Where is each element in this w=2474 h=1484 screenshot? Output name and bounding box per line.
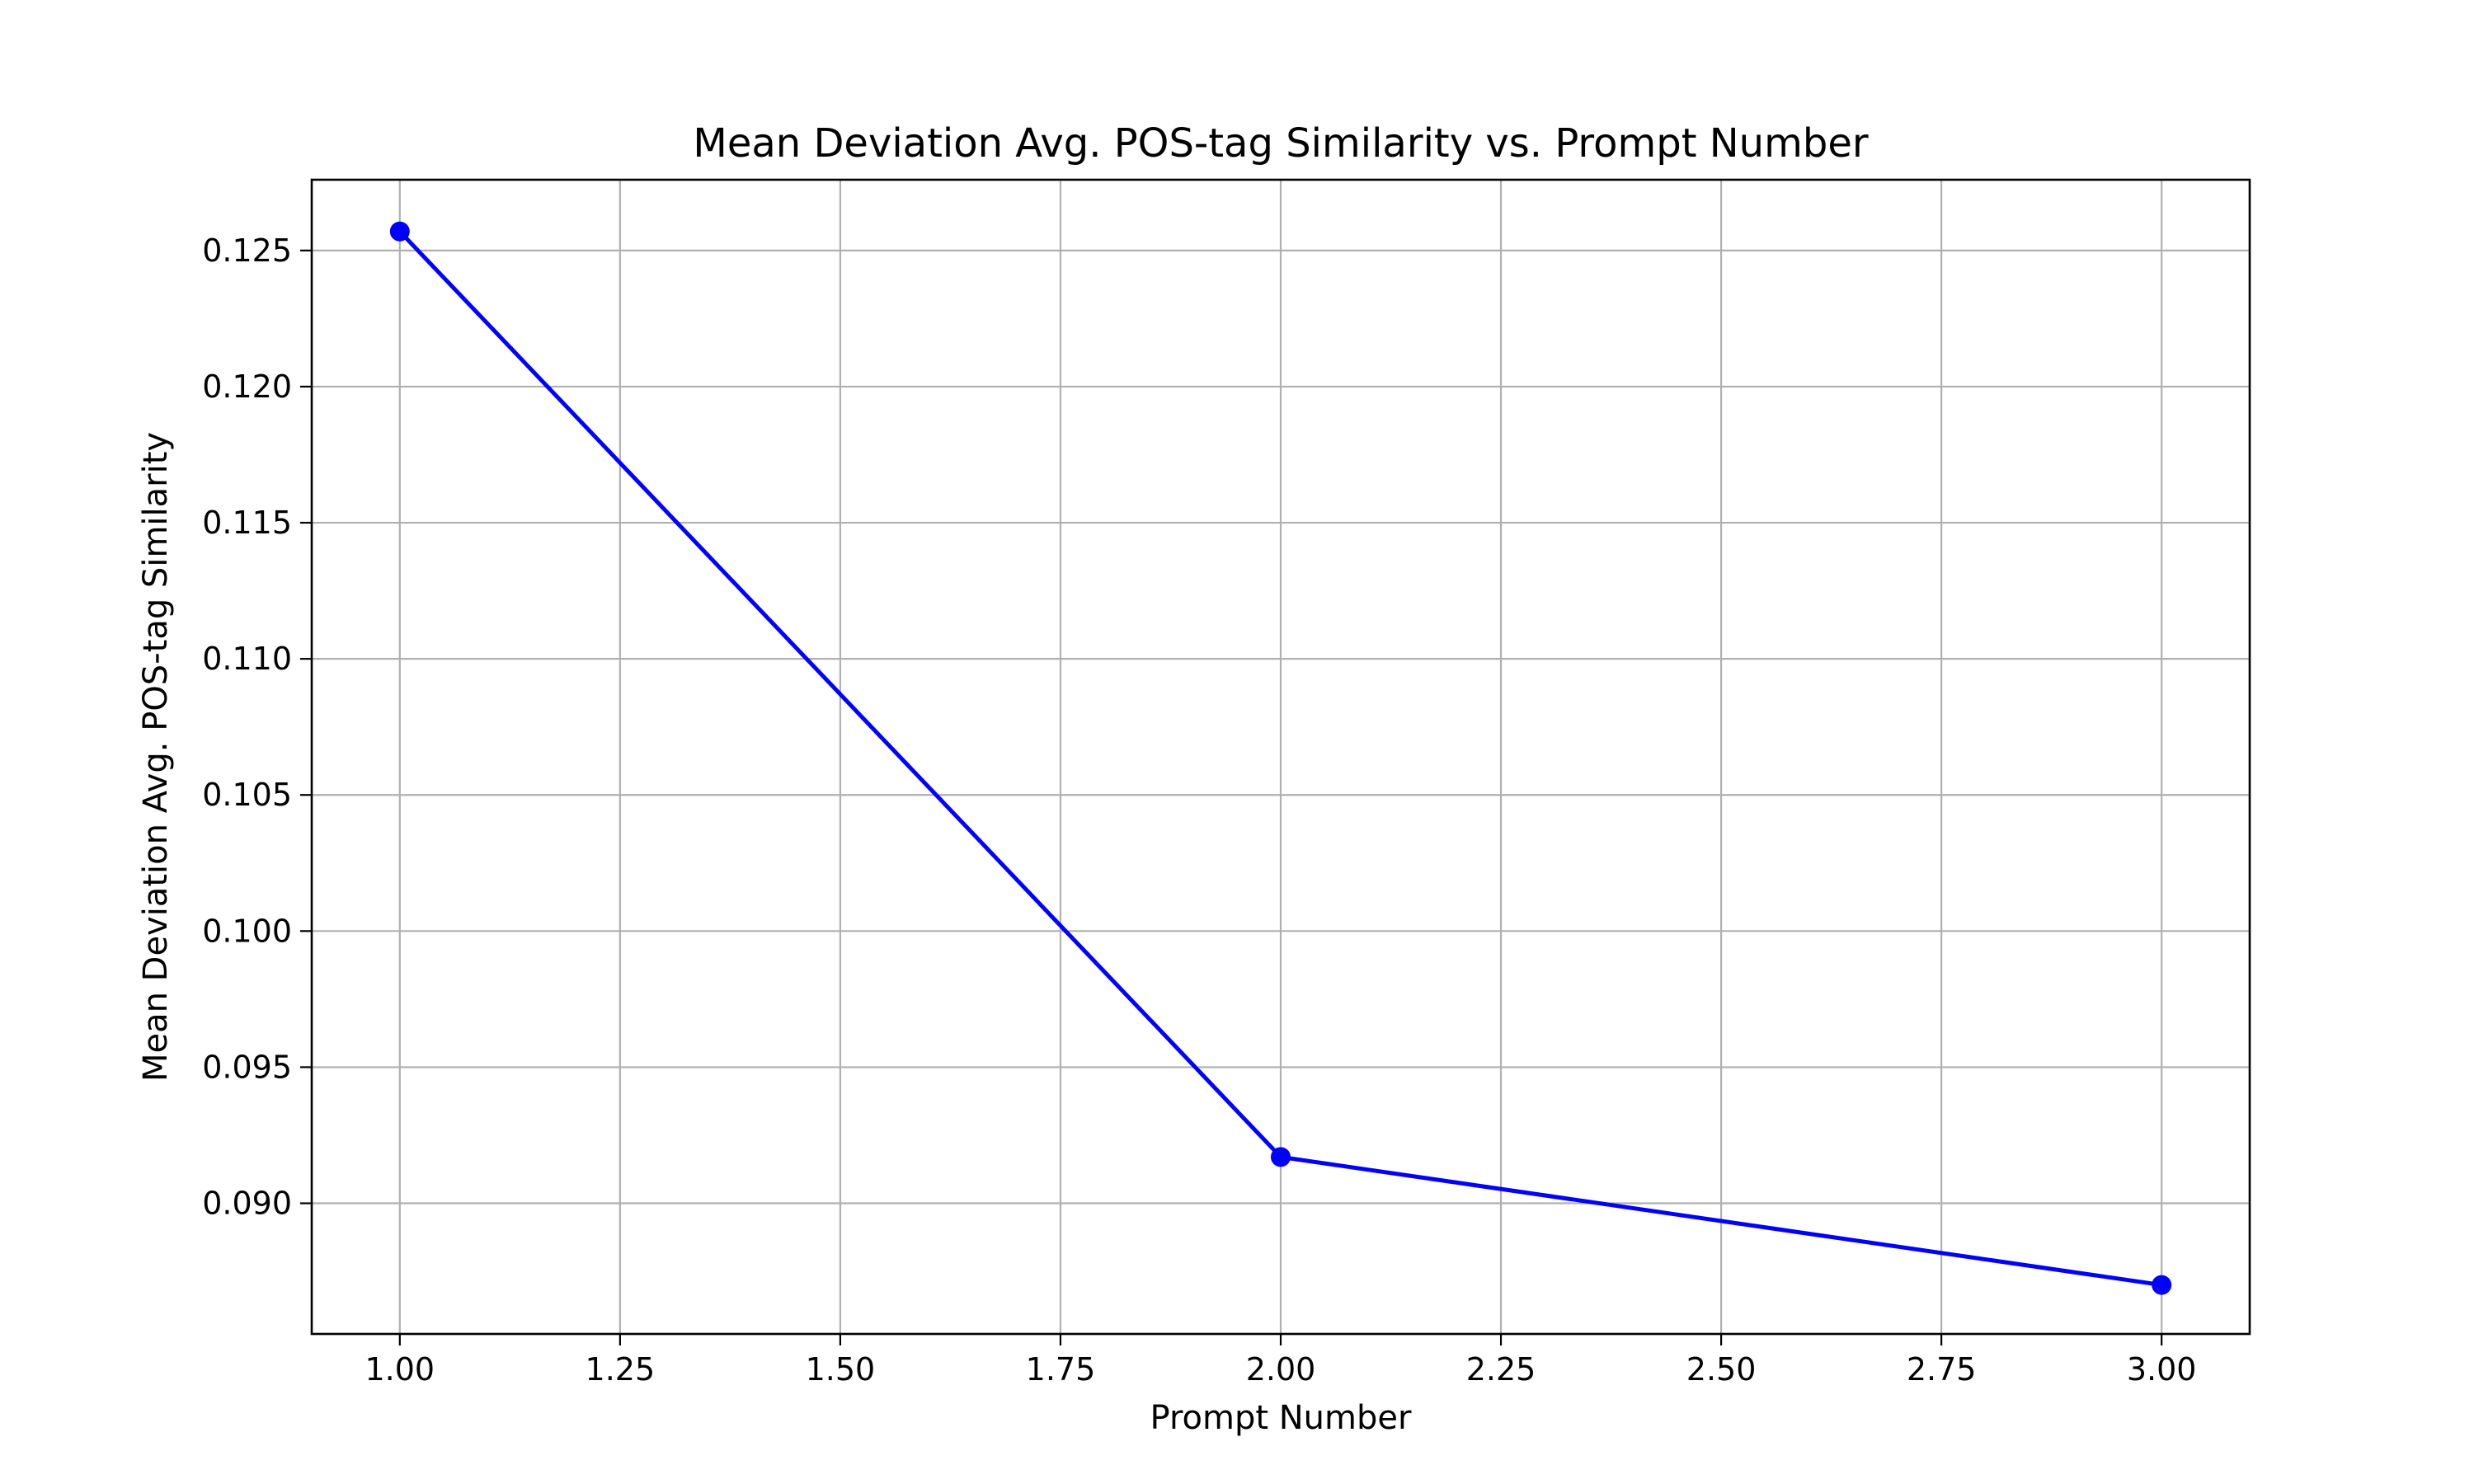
chart-title: Mean Deviation Avg. POS-tag Similarity v… xyxy=(693,120,1868,167)
grid xyxy=(312,180,2250,1334)
y-tick-label: 0.125 xyxy=(202,232,292,269)
ticks: 1.00 1.25 1.50 1.75 2.00 2.25 2.50 2.75 3.00 0.09… xyxy=(202,232,2196,1388)
y-tick-label: 0.120 xyxy=(202,369,292,405)
series-layer xyxy=(389,221,2172,1295)
y-tick-label: 0.090 xyxy=(202,1186,292,1222)
y-tick-label: 0.100 xyxy=(202,913,292,949)
x-tick-label: 2.25 xyxy=(1466,1351,1536,1388)
x-tick-label: 2.00 xyxy=(1246,1351,1316,1388)
data-point xyxy=(389,221,410,242)
y-tick-label: 0.110 xyxy=(202,641,292,677)
x-tick-label: 1.50 xyxy=(806,1351,876,1388)
data-point xyxy=(2152,1275,2172,1295)
x-tick-label: 1.75 xyxy=(1026,1351,1096,1388)
x-tick-label: 1.25 xyxy=(586,1351,656,1388)
x-tick-label: 1.00 xyxy=(365,1351,435,1388)
x-axis-label: Prompt Number xyxy=(1150,1399,1412,1437)
data-point xyxy=(1271,1147,1291,1167)
x-tick-label: 3.00 xyxy=(2127,1351,2197,1388)
x-tick-label: 2.75 xyxy=(1907,1351,1977,1388)
y-tick-label: 0.095 xyxy=(202,1049,292,1085)
x-tick-label: 2.50 xyxy=(1686,1351,1757,1388)
y-tick-label: 0.105 xyxy=(202,777,292,813)
y-tick-label: 0.115 xyxy=(202,505,292,541)
y-axis-label: Mean Deviation Avg. POS-tag Similarity xyxy=(137,432,175,1082)
